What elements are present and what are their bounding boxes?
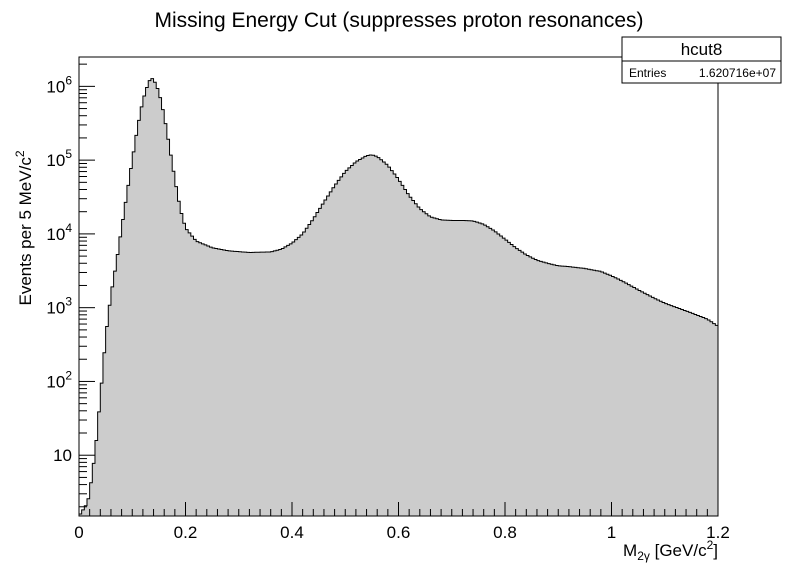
y-axis: 10 102 103 104 105 106 [46, 63, 95, 508]
stats-box: hcut8 Entries 1.620716e+07 [621, 36, 782, 84]
x-tick-label: 0.8 [493, 523, 517, 542]
histogram-layer [78, 78, 719, 517]
y-tick-label: 10 [53, 446, 72, 465]
x-axis-label: M2γ [GeV/c2] [623, 538, 718, 563]
x-tick-label: 0.4 [280, 523, 304, 542]
histogram-fill [78, 78, 719, 517]
y-axis-label: Events per 5 MeV/c2 [13, 150, 35, 305]
x-axis: 0 0.2 0.4 0.6 0.8 1 1.2 [74, 502, 730, 542]
x-tick-label: 0.6 [387, 523, 411, 542]
y-tick-label: 105 [46, 147, 72, 170]
stats-entries-label: Entries [629, 66, 666, 80]
stats-box-frame [621, 36, 782, 84]
x-tick-label: 1 [607, 523, 616, 542]
stats-box-title: hcut8 [681, 40, 723, 59]
y-tick-label: 104 [46, 221, 72, 244]
y-tick-label: 103 [46, 295, 72, 318]
x-tick-label: 1.2 [706, 523, 730, 542]
y-tick-label: 102 [46, 368, 72, 391]
x-tick-label: 0.2 [174, 523, 198, 542]
stats-entries-value: 1.620716e+07 [699, 66, 776, 80]
x-tick-label: 0 [74, 523, 83, 542]
y-tick-label: 106 [46, 73, 72, 96]
chart-title: Missing Energy Cut (suppresses proton re… [154, 9, 643, 32]
